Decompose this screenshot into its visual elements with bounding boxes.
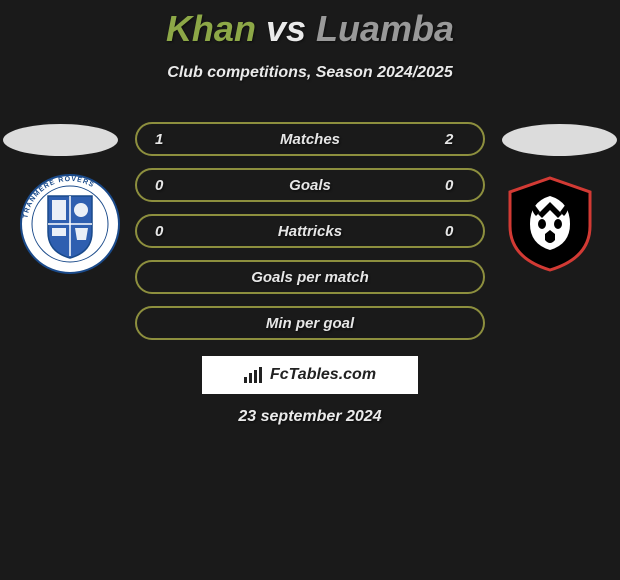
page-title: Khan vs Luamba bbox=[0, 0, 620, 50]
stat-right-value: 2 bbox=[445, 131, 465, 148]
stat-left-value: 0 bbox=[155, 223, 175, 240]
stat-row-goals: 0 Goals 0 bbox=[135, 168, 485, 202]
subtitle: Club competitions, Season 2024/2025 bbox=[0, 64, 620, 82]
stat-label: Goals bbox=[175, 177, 445, 194]
chart-icon bbox=[244, 367, 264, 383]
stat-label: Matches bbox=[175, 131, 445, 148]
stat-right-value: 0 bbox=[445, 177, 465, 194]
stat-left-value: 0 bbox=[155, 177, 175, 194]
stat-row-matches: 1 Matches 2 bbox=[135, 122, 485, 156]
club-badge-left: TRANMERE ROVERS bbox=[20, 174, 120, 274]
club-badge-right bbox=[500, 174, 600, 274]
stat-left-value: 1 bbox=[155, 131, 175, 148]
player1-oval bbox=[3, 124, 118, 156]
player1-name: Khan bbox=[166, 8, 256, 49]
stat-right-value: 0 bbox=[445, 223, 465, 240]
brand-text: FcTables.com bbox=[270, 366, 376, 384]
stat-row-hattricks: 0 Hattricks 0 bbox=[135, 214, 485, 248]
stat-label: Goals per match bbox=[175, 269, 445, 286]
stat-row-gpm: Goals per match bbox=[135, 260, 485, 294]
player2-oval bbox=[502, 124, 617, 156]
stat-label: Hattricks bbox=[175, 223, 445, 240]
stat-row-mpg: Min per goal bbox=[135, 306, 485, 340]
player2-name: Luamba bbox=[316, 8, 454, 49]
stat-label: Min per goal bbox=[175, 315, 445, 332]
stats-container: 1 Matches 2 0 Goals 0 0 Hattricks 0 Goal… bbox=[135, 122, 485, 352]
brand-box: FcTables.com bbox=[202, 356, 418, 394]
date-text: 23 september 2024 bbox=[0, 408, 620, 426]
vs-text: vs bbox=[266, 8, 306, 49]
